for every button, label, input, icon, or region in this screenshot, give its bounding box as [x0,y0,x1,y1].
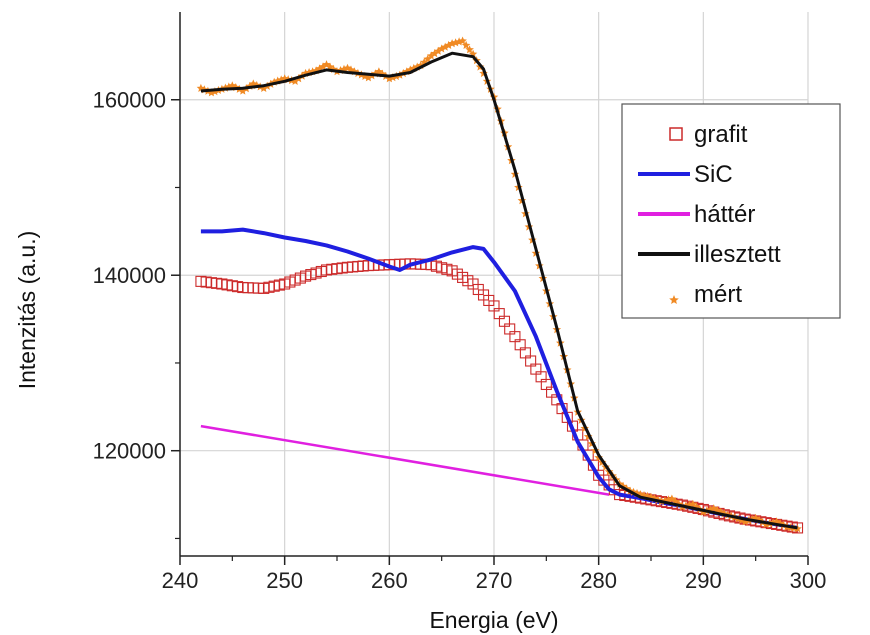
axes-layer: 240 250 260 270 280 290 300 120000 140000 160000 [93,12,827,593]
y-tick-label: 120000 [93,439,166,464]
data-point [290,76,300,85]
data-point [238,86,248,95]
x-axis-label: Energia (eV) [429,607,558,633]
data-point [646,492,656,501]
series-illesztett [200,51,798,530]
data-point [793,524,802,533]
legend-box [621,103,841,319]
data-point [433,46,443,55]
legend-label: háttér [694,201,755,228]
legend-label: mért [694,281,742,308]
x-tick-label: 280 [580,568,617,593]
data-point [458,36,467,45]
data-point [301,68,310,78]
y-tick-label: 160000 [93,88,166,113]
series-layer [195,36,804,534]
data-point [269,77,279,86]
data-point [426,51,436,60]
data-point [364,73,373,82]
legend-swatch [669,295,679,304]
series-line-háttér [200,424,610,496]
data-point [740,517,750,526]
x-tick-label: 240 [162,568,199,593]
legend: grafit SiC háttér illesztett mért [621,103,841,319]
data-point [259,83,268,92]
data-point [318,62,328,71]
legend-label: illesztett [694,241,781,268]
legend-item-háttér: háttér [638,201,755,228]
x-tick-label: 250 [266,568,303,593]
data-point [461,40,471,49]
series-line-illesztett [200,51,798,530]
data-point [440,42,450,51]
legend-item-grafit: grafit [669,121,748,148]
legend-item-mért: mért [669,281,742,308]
data-point [709,504,719,513]
legend-swatch [669,127,683,141]
y-axis-label: Intenzitás (a.u.) [14,231,40,390]
x-tick-label: 260 [371,568,408,593]
legend-item-SiC: SiC [638,161,733,188]
legend-label: SiC [694,161,733,188]
data-point [444,40,453,49]
series-háttér [200,424,610,496]
y-tick-label: 140000 [93,263,166,288]
legend-item-illesztett: illesztett [638,241,781,268]
x-tick-label: 270 [476,568,513,593]
legend-label: grafit [694,121,748,148]
data-point [437,44,446,53]
x-tick-label: 290 [685,568,722,593]
data-point [772,517,781,526]
data-point [423,54,432,63]
x-tick-label: 300 [790,568,827,593]
data-point [207,88,216,97]
data-point [430,49,439,58]
data-point [465,45,474,54]
